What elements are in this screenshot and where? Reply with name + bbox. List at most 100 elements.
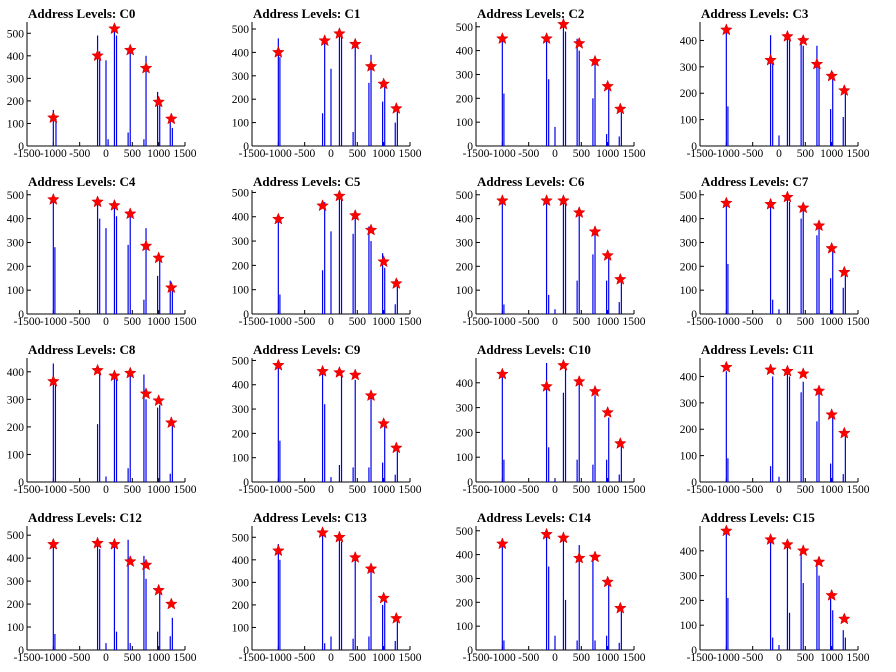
y-tick-label: 200 (232, 260, 250, 272)
peak-marker-star (348, 37, 362, 50)
peak-marker-star (613, 272, 627, 285)
peak-marker-star (572, 374, 586, 387)
y-tick-label: 0 (18, 477, 24, 489)
y-tick-label: 300 (232, 236, 250, 248)
x-tick-label: -1500 (687, 484, 714, 496)
peak-marker-star (719, 196, 733, 209)
x-tick-label: -500 (742, 484, 763, 496)
peak-marker-star (613, 102, 627, 115)
y-tick-label: 500 (680, 190, 698, 202)
peak-marker-star (837, 426, 851, 439)
x-tick-label: -1500 (239, 484, 266, 496)
peak-marker-star (495, 32, 509, 45)
y-tick-label: 400 (232, 555, 250, 567)
x-tick-label: -1000 (489, 484, 516, 496)
panel-c1: Address Levels: C10100200300400500-1500-… (232, 6, 422, 160)
y-tick-label: 100 (7, 449, 25, 461)
x-tick-label: 500 (124, 316, 142, 328)
panel-c7: Address Levels: C70100200300400500-1500-… (680, 174, 870, 328)
peak-marker-star (588, 550, 602, 563)
x-tick-label: 500 (573, 316, 591, 328)
peak-marker-star (164, 416, 178, 429)
panel-title: Address Levels: C14 (477, 510, 591, 525)
peak-marker-star (364, 223, 378, 236)
x-tick-label: 0 (328, 484, 334, 496)
peak-marker-star (377, 77, 391, 90)
panel-c9: Address Levels: C90100200300400500-1500-… (232, 342, 422, 496)
peak-marker-star (164, 281, 178, 294)
y-tick-label: 0 (243, 477, 249, 489)
y-tick-label: 200 (456, 93, 474, 105)
peak-marker-star (588, 384, 602, 397)
x-tick-label: 1000 (372, 316, 395, 328)
y-tick-label: 0 (243, 141, 249, 153)
y-tick-label: 500 (232, 187, 250, 199)
x-tick-label: -1000 (713, 148, 740, 160)
x-tick-label: 0 (776, 484, 782, 496)
x-tick-label: -1500 (687, 652, 714, 664)
x-tick-label: -500 (742, 148, 763, 160)
x-tick-label: 1000 (147, 652, 170, 664)
peak-marker-star (364, 389, 378, 402)
panel-c11: Address Levels: C11 0 100 200 300 400 -1500 -10… (680, 342, 870, 496)
x-tick-label: 500 (349, 316, 367, 328)
y-tick-label: 500 (232, 532, 250, 544)
panel-title: Address Levels: C8 (28, 342, 136, 357)
y-tick-label: 0 (467, 645, 473, 657)
x-tick-label: 500 (573, 484, 591, 496)
y-tick-label: 500 (7, 190, 25, 202)
x-tick-label: -500 (294, 148, 315, 160)
x-tick-label: 1500 (623, 148, 646, 160)
y-tick-label: 200 (680, 424, 698, 436)
peak-marker-star (316, 199, 329, 212)
y-tick-label: 300 (456, 237, 474, 249)
peak-marker-star (389, 441, 403, 454)
x-tick-label: -1500 (14, 148, 41, 160)
peak-marker-star (495, 537, 509, 550)
y-tick-label: 200 (680, 88, 698, 100)
x-tick-label: -1000 (489, 148, 516, 160)
panel-c8: Address Levels: C8 0 100 200 300 400 -1500 -100… (7, 342, 197, 496)
peak-marker-star (316, 526, 329, 539)
y-tick-label: 200 (232, 428, 250, 440)
peak-marker-star (139, 239, 153, 252)
peak-marker-star (540, 379, 553, 392)
x-tick-label: 1500 (847, 484, 870, 496)
panel-c10: Address Levels: C10 0 100 200 300 400 -1500 -10… (456, 342, 646, 496)
y-tick-label: 200 (7, 422, 25, 434)
y-tick-label: 300 (456, 69, 474, 81)
x-tick-label: -1500 (14, 316, 41, 328)
peak-marker-star (123, 366, 137, 379)
peak-marker-star (796, 367, 810, 380)
peak-marker-star (557, 17, 570, 30)
peak-marker-star (719, 23, 733, 36)
x-tick-label: -500 (294, 652, 315, 664)
y-tick-label: 300 (232, 71, 250, 83)
peak-marker-star (46, 537, 60, 550)
peak-marker-star (764, 53, 777, 66)
y-tick-label: 400 (680, 214, 698, 226)
peak-marker-star (764, 363, 777, 376)
peak-marker-star (108, 369, 121, 382)
peak-marker-star (812, 219, 826, 232)
x-tick-label: 0 (552, 316, 558, 328)
y-tick-label: 300 (232, 404, 250, 416)
peak-marker-star (540, 32, 553, 45)
peak-marker-star (389, 276, 403, 290)
y-tick-label: 300 (680, 237, 698, 249)
y-tick-label: 100 (680, 451, 698, 463)
peak-marker-star (764, 532, 777, 546)
peak-marker-star (152, 251, 166, 264)
panel-title: Address Levels: C3 (701, 6, 809, 21)
x-tick-label: 1500 (623, 316, 646, 328)
y-tick-label: 0 (18, 645, 24, 657)
panel-c13: Address Levels: C13 0 100 200 300 400 500 -1500… (232, 510, 422, 664)
x-tick-label: 1000 (596, 652, 619, 664)
peak-marker-star (572, 205, 586, 219)
panel-title: Address Levels: C11 (701, 342, 814, 357)
panel-title: Address Levels: C5 (253, 174, 361, 189)
x-tick-label: 1000 (147, 316, 170, 328)
peak-marker-star (389, 611, 403, 624)
y-tick-label: 500 (232, 24, 250, 36)
panel-title: Address Levels: C2 (477, 6, 584, 21)
